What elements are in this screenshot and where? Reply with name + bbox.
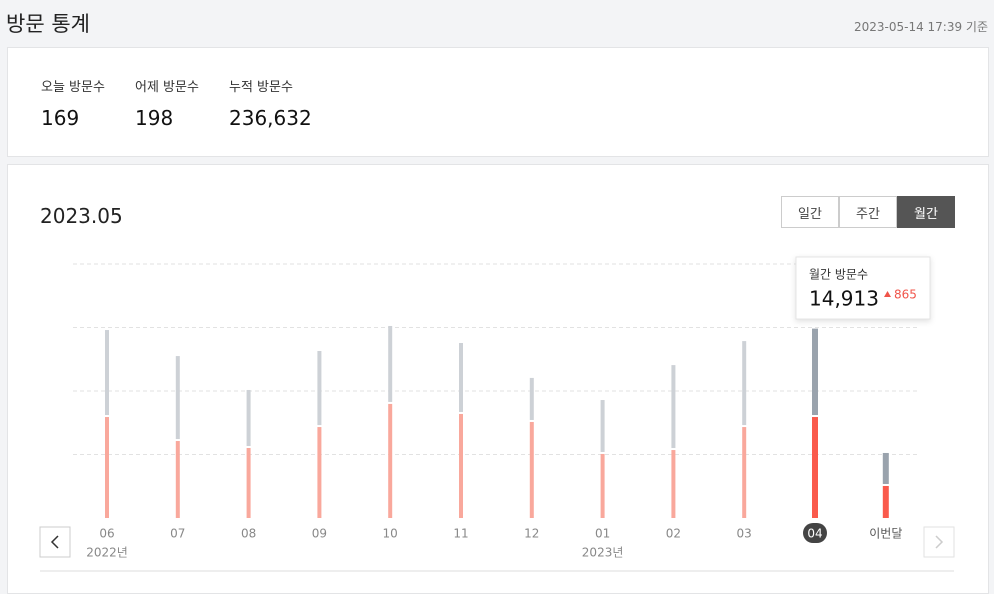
year-label: 2023년 [582, 546, 624, 560]
tooltip-box [795, 256, 931, 320]
next-icon [935, 535, 944, 549]
page-title: 방문 통계 [6, 12, 90, 36]
bar-segment [529, 377, 534, 420]
x-tick-label: 07 [170, 527, 185, 541]
stat-value: 198 [135, 106, 174, 130]
stat-label: 어제 방문수 [135, 80, 199, 95]
bar-segment [600, 400, 605, 452]
x-tick-label: 02 [666, 527, 681, 541]
bar-segment [105, 330, 109, 416]
tab[interactable]: 주간 [839, 196, 897, 228]
timestamp: 2023-05-14 17:39 기준 [853, 20, 988, 34]
tooltip-label: 월간 방문수 [809, 268, 868, 282]
bar-segment [742, 427, 747, 518]
x-tick-label: 08 [241, 527, 256, 541]
bar-segment [882, 452, 889, 484]
year-label: 2022년 [86, 546, 128, 560]
bar-segment [529, 421, 534, 518]
bar-segment [388, 325, 393, 402]
bar-segment [600, 453, 605, 518]
stat-label: 오늘 방문수 [41, 80, 105, 95]
x-tick-label: 12 [524, 527, 539, 541]
bar-segment [105, 417, 109, 518]
bar-segment [671, 365, 676, 449]
stat-value: 169 [41, 106, 80, 130]
bar-segment [317, 427, 322, 518]
selected-pill [803, 523, 827, 543]
bar-segment [388, 403, 393, 518]
bar-segment [459, 342, 463, 412]
x-tick-label: 이번달 [869, 527, 902, 541]
tab[interactable]: 일간 [781, 196, 839, 228]
bar-segment [246, 448, 251, 518]
up-arrow [884, 291, 891, 297]
bar-segment [742, 341, 747, 426]
bar-segment [459, 413, 463, 518]
x-tick-label: 01 [595, 527, 610, 541]
chart: 06 07 08 09 10 11 12 01 02 03 04 이번달 2022년 2023년 월간 방… [39, 256, 955, 572]
x-tick-label: 09 [312, 527, 327, 541]
bar-segment [246, 389, 251, 447]
x-tick-label: 06 [99, 527, 114, 541]
tab[interactable]: 월간 [897, 196, 955, 228]
x-tick-label: 04 [807, 527, 822, 541]
bar-segment [671, 450, 676, 518]
bar-segment [882, 485, 889, 518]
stats-card: 오늘 방문수 169 어제 방문수 198 누적 방문수 236,632 [7, 47, 989, 157]
stat-label: 누적 방문수 [229, 80, 293, 95]
x-tick-label: 03 [737, 527, 752, 541]
bar-segment [175, 356, 180, 440]
bar-segment [317, 350, 322, 426]
period: 2023.05 [40, 204, 123, 228]
tooltip-value: 14,913 [809, 287, 879, 311]
prev-button[interactable] [39, 526, 71, 558]
stat-value: 236,632 [229, 106, 312, 130]
x-tick-label: 10 [383, 527, 398, 541]
page: 방문 통계 2023-05-14 17:39 기준 오늘 방문수 169 어제 방문… [6, 12, 989, 594]
bar-segment [812, 417, 818, 518]
tooltip-change: 865 [894, 288, 917, 302]
chart-card [7, 164, 989, 594]
next-button[interactable] [923, 526, 955, 558]
bar-segment [812, 328, 818, 416]
x-tick-label: 11 [453, 527, 468, 541]
prev-icon [50, 535, 59, 549]
bar-segment [175, 441, 180, 518]
